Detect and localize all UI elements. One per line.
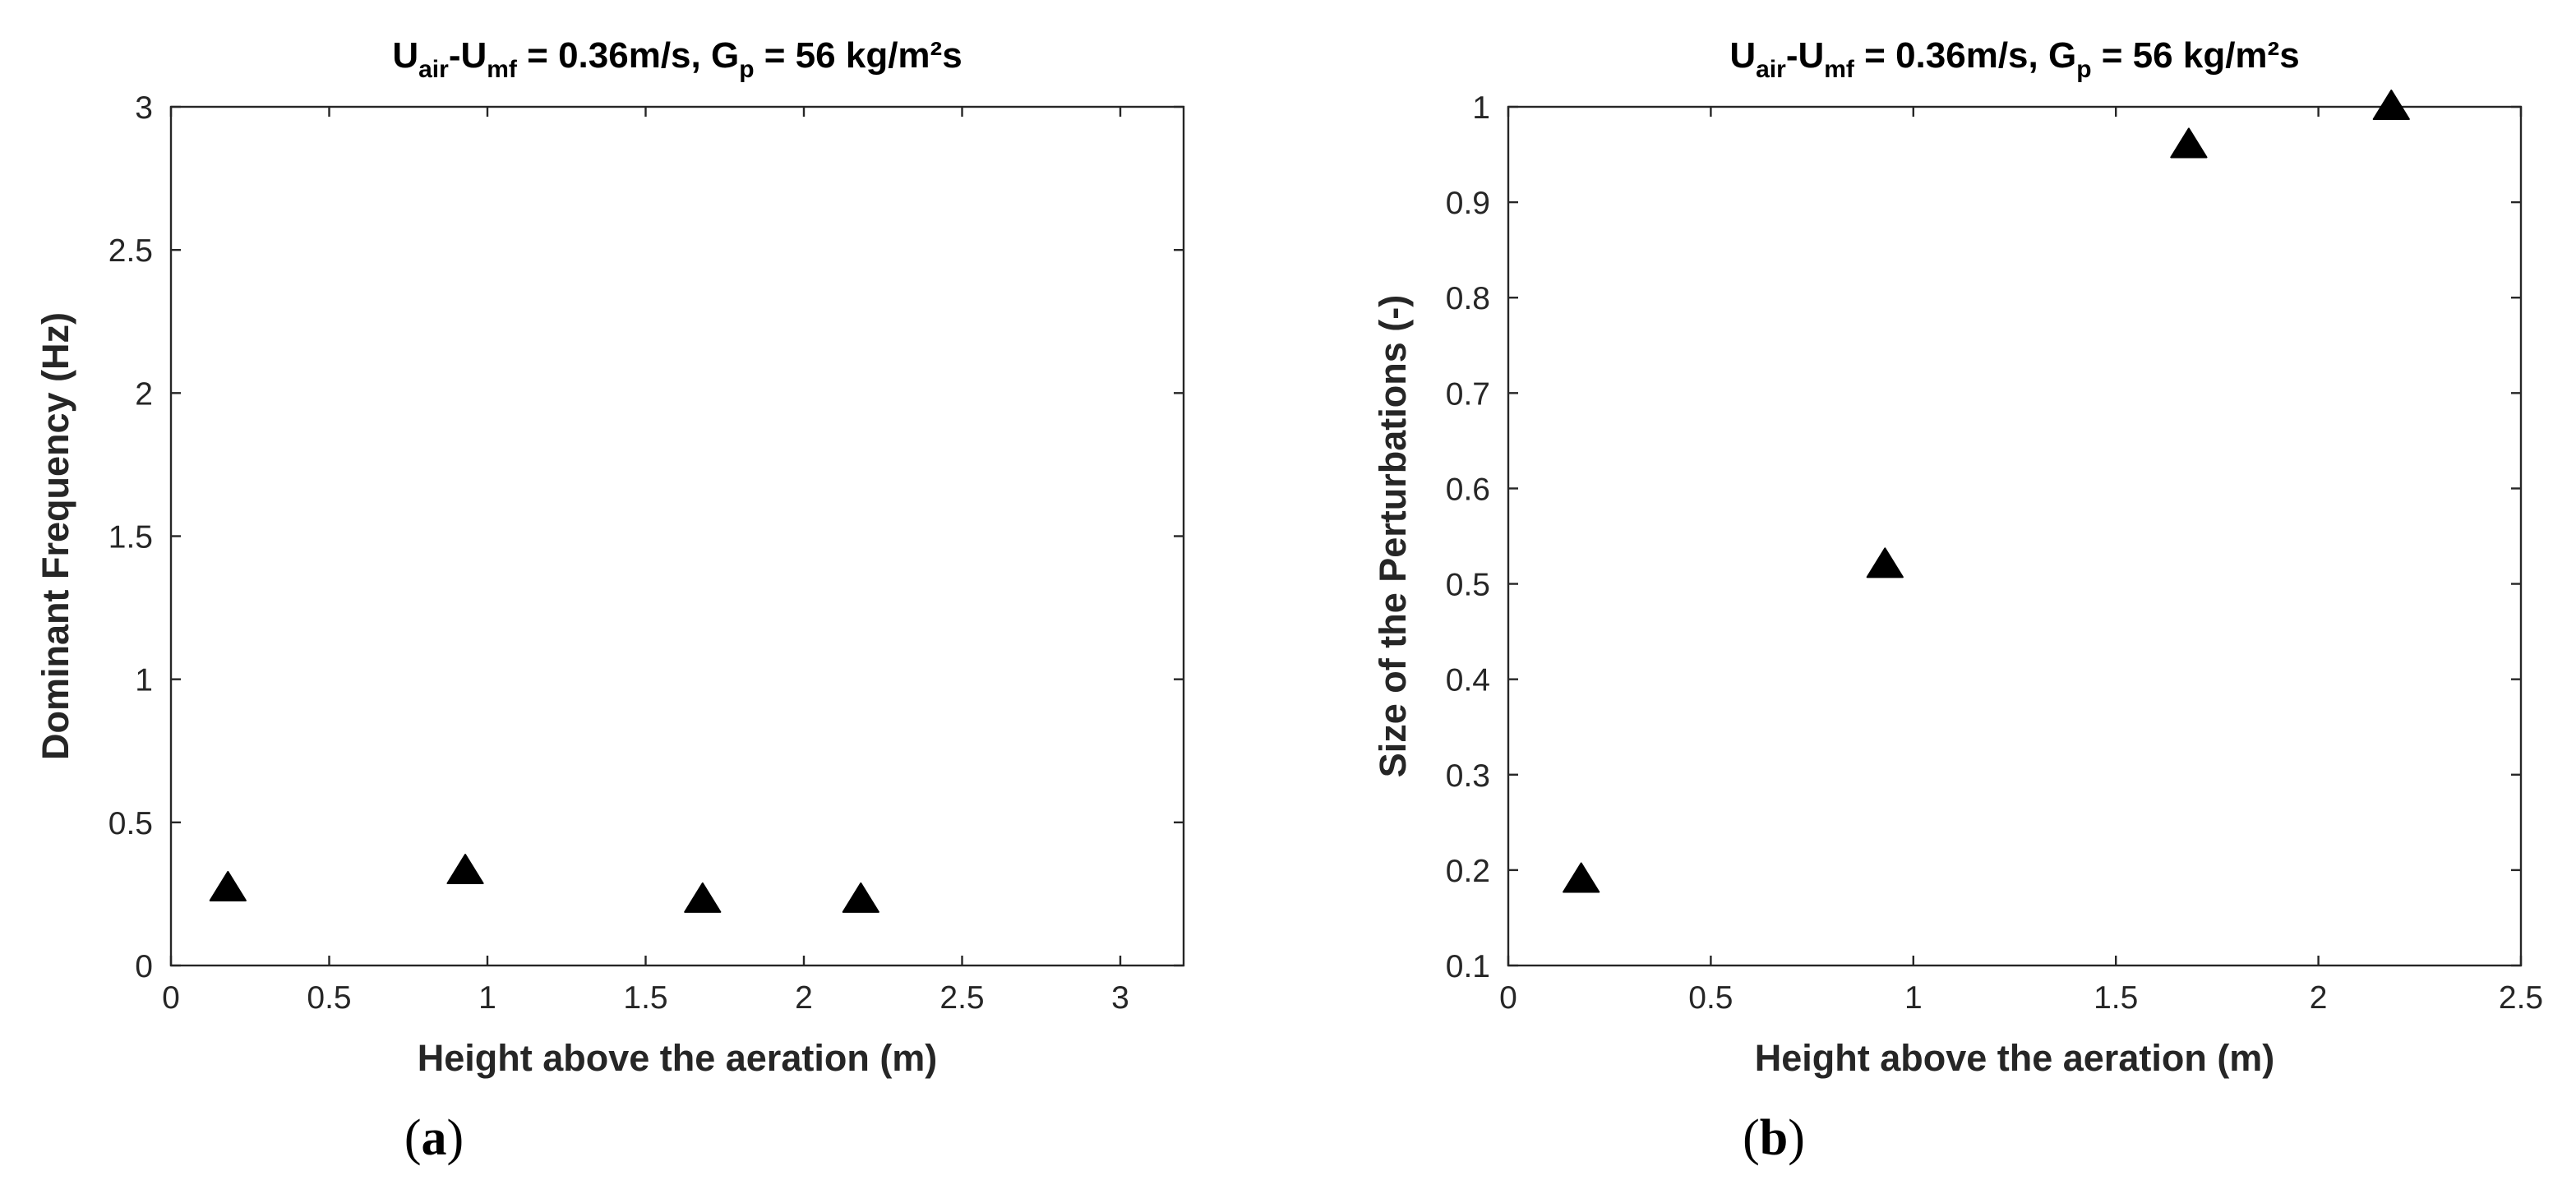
chart-panel-b: 0 0.5 1 1.5 2 2.5 0.1 0.2 0.3 0.4 0.5 0.6 0.7 0.8 0.9 1…	[1372, 35, 2543, 1166]
x-tick-label: 0	[1499, 980, 1517, 1016]
x-axis-title: Height above the aeration (m)	[1755, 1037, 2275, 1079]
data-point-triangle-marker	[2170, 127, 2208, 159]
y-tick-label: 0.1	[1446, 949, 1490, 984]
x-tick-label: 1	[478, 980, 496, 1016]
data-point-triangle-marker	[2372, 90, 2410, 120]
y-tick-label: 0.8	[1446, 281, 1490, 316]
x-tick-label: 2.5	[2499, 980, 2543, 1016]
chart-title: Uair-Umf = 0.36m/s, Gp = 56 kg/m²s	[1729, 35, 2299, 83]
x-tick-label: 3	[1111, 980, 1129, 1016]
title-subscript: air	[1756, 56, 1786, 83]
y-tick-label: 0.7	[1446, 376, 1490, 412]
y-tick-label: 0	[135, 949, 153, 984]
x-tick-label: 0.5	[1688, 980, 1733, 1016]
chart-title: Uair-Umf = 0.36m/s, Gp = 56 kg/m²s	[392, 35, 962, 83]
y-tick-label: 0.5	[1446, 568, 1490, 603]
x-tick-label: 2	[2310, 980, 2328, 1016]
data-point-triangle-marker	[1866, 547, 1904, 578]
title-subscript: p	[739, 56, 754, 83]
x-tick-label: 0.5	[307, 980, 351, 1016]
panel-label-open-paren: (	[404, 1110, 422, 1166]
y-tick-label: 0.5	[108, 806, 153, 841]
y-tick-label: 0.3	[1446, 758, 1490, 794]
x-tick-label: 1.5	[623, 980, 667, 1016]
y-tick-label: 0.4	[1446, 663, 1490, 698]
y-axis-title: Dominant Frequency (Hz)	[35, 312, 76, 760]
x-tick-label: 2	[795, 980, 813, 1016]
title-text: -U	[449, 35, 487, 76]
y-tick-label: 2	[135, 376, 153, 412]
y-tick-label: 0.9	[1446, 186, 1490, 221]
title-subscript: mf	[487, 56, 518, 83]
data-point-triangle-marker	[209, 870, 247, 901]
title-subscript: mf	[1824, 56, 1855, 83]
title-text: = 0.36m/s, G	[1854, 35, 2076, 76]
y-tick-label: 1.5	[108, 520, 153, 555]
title-text: -U	[1786, 35, 1824, 76]
y-tick-label: 2.5	[108, 233, 153, 269]
x-tick-label: 1.5	[2094, 980, 2138, 1016]
plot-area	[1507, 105, 2523, 967]
title-text: = 56 kg/m²s	[755, 35, 963, 76]
panel-label: (a)	[404, 1110, 464, 1166]
title-subscript: p	[2076, 56, 2091, 83]
y-tick-label: 0.6	[1446, 472, 1490, 507]
panel-label: (b)	[1743, 1110, 1805, 1166]
panel-label-open-paren: (	[1743, 1110, 1760, 1166]
chart-panel-a: 0 0.5 1 1.5 2 2.5 3 0 0.5 1 1.5 2 2.5 3 Height above t…	[35, 35, 1185, 1166]
y-tick-label: 3	[135, 90, 153, 126]
y-axis-title: Size of the Perturbations (-)	[1372, 295, 1414, 778]
panel-label-close-paren: )	[1788, 1110, 1805, 1166]
title-text: U	[392, 35, 418, 76]
title-subscript: air	[418, 56, 449, 83]
x-tick-label: 2.5	[939, 980, 984, 1016]
x-tick-label: 1	[1904, 980, 1923, 1016]
panel-label-close-paren: )	[447, 1110, 464, 1166]
data-point-triangle-marker	[446, 854, 484, 885]
x-axis-title: Height above the aeration (m)	[418, 1037, 938, 1079]
x-tick-label: 0	[162, 980, 180, 1016]
data-point-triangle-marker	[684, 882, 722, 913]
data-point-triangle-marker	[842, 882, 879, 913]
y-tick-label: 1	[135, 663, 153, 698]
panel-label-letter: a	[422, 1110, 447, 1166]
title-text: = 0.36m/s, G	[517, 35, 739, 76]
title-text: U	[1729, 35, 1756, 76]
y-tick-label: 0.2	[1446, 854, 1490, 889]
y-tick-label: 1	[1472, 90, 1490, 126]
panel-label-letter: b	[1760, 1110, 1788, 1166]
title-text: = 56 kg/m²s	[2092, 35, 2300, 76]
data-point-triangle-marker	[1563, 862, 1600, 893]
